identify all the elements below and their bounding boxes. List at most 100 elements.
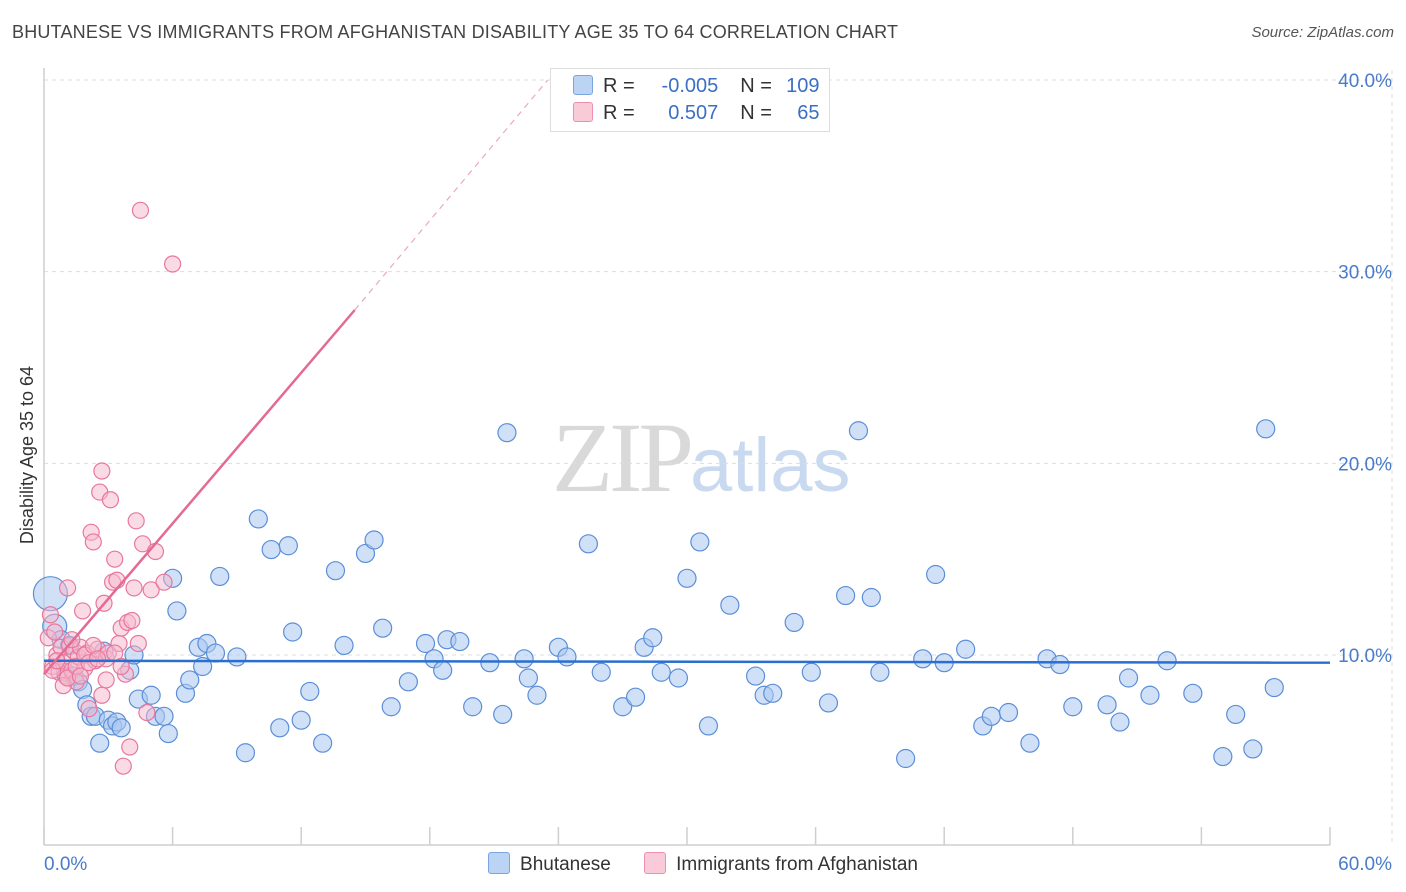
data-point-bhutanese — [643, 628, 663, 648]
data-point-bhutanese — [210, 566, 230, 587]
data-point-bhutanese — [90, 733, 110, 753]
data-point-bhutanese — [1050, 654, 1070, 675]
data-point-afghanistan — [71, 667, 90, 685]
data-point-bhutanese — [235, 743, 256, 763]
legend-n-label: N = — [740, 75, 772, 97]
data-point-bhutanese — [205, 643, 226, 663]
x-tick-label: 60.0% — [1338, 854, 1392, 875]
stats-legend: R = -0.005 N = 109 R = 0.507 N = 65 — [550, 68, 830, 132]
watermark: ZIPatlas — [552, 400, 851, 515]
data-point-bhutanese — [818, 693, 839, 713]
data-point-afghanistan — [138, 703, 156, 722]
data-point-bhutanese — [180, 670, 200, 690]
data-point-bhutanese — [381, 697, 401, 717]
data-point-afghanistan — [123, 611, 141, 630]
legend-item-afghanistan[interactable]: Immigrants from Afghanistan — [644, 852, 918, 876]
data-point-bhutanese — [1157, 651, 1177, 671]
watermark-atlas: atlas — [690, 423, 851, 508]
data-point-bhutanese — [154, 706, 174, 726]
data-point-bhutanese — [690, 532, 710, 552]
data-point-bhutanese — [1118, 668, 1139, 688]
data-point-afghanistan — [114, 757, 132, 775]
data-point-afghanistan — [46, 623, 64, 641]
data-point-bhutanese — [981, 706, 1001, 726]
y-tick-label: 40.0% — [1338, 71, 1392, 92]
tick-labels: 10.0% 20.0% 30.0% 40.0% 0.0% 60.0% — [44, 71, 1392, 875]
legend-n-value: 109 — [786, 75, 820, 97]
legend-item-bhutanese[interactable]: Bhutanese — [488, 852, 611, 876]
data-point-bhutanese — [613, 697, 633, 717]
legend-r-value: 0.507 — [668, 102, 719, 124]
data-point-bhutanese — [668, 668, 689, 688]
legend-swatch-blue — [573, 75, 593, 95]
data-point-bhutanese — [278, 536, 298, 556]
data-point-bhutanese — [1110, 712, 1130, 732]
data-point-bhutanese — [998, 702, 1019, 723]
data-point-bhutanese — [1226, 704, 1246, 725]
data-point-bhutanese — [557, 647, 577, 667]
data-point-bhutanese — [1097, 695, 1117, 715]
y-axis-label: Disability Age 35 to 64 — [17, 366, 37, 544]
data-point-afghanistan — [101, 491, 120, 509]
data-point-bhutanese — [801, 662, 821, 682]
data-point-bhutanese — [270, 718, 290, 738]
data-point-bhutanese — [463, 697, 483, 717]
data-point-afghanistan — [142, 581, 160, 599]
data-point-bhutanese — [720, 595, 740, 615]
data-point-bhutanese — [527, 685, 547, 705]
data-point-afghanistan — [133, 535, 152, 553]
data-point-bhutanese — [848, 421, 869, 441]
data-point-bhutanese — [248, 509, 268, 529]
data-point-bhutanese — [518, 668, 538, 688]
data-point-afghanistan — [112, 657, 130, 676]
y-tick-label: 10.0% — [1338, 646, 1392, 667]
gridlines — [44, 70, 1393, 845]
legend-row-afghanistan: R = 0.507 N = 65 — [573, 102, 820, 128]
data-point-afghanistan — [106, 550, 124, 568]
data-point-bhutanese — [313, 733, 333, 753]
data-point-bhutanese — [677, 568, 697, 588]
data-point-bhutanese — [861, 587, 881, 608]
data-point-bhutanese — [493, 704, 513, 725]
data-point-bhutanese — [926, 564, 946, 585]
data-point-bhutanese — [158, 723, 178, 744]
data-point-bhutanese — [364, 530, 384, 550]
data-point-bhutanese — [291, 710, 311, 730]
data-point-bhutanese — [111, 718, 131, 738]
trend-line-bhutanese — [43, 659, 1331, 664]
data-point-bhutanese — [334, 635, 354, 656]
y-tick-label: 20.0% — [1338, 454, 1392, 475]
legend-swatch-blue — [488, 852, 511, 874]
data-point-bhutanese — [625, 687, 646, 707]
legend-r-label: R = — [603, 102, 635, 124]
data-point-afghanistan — [127, 512, 145, 530]
data-point-bhutanese — [651, 662, 671, 682]
data-point-afghanistan — [131, 201, 150, 219]
legend-label: Immigrants from Afghanistan — [676, 854, 918, 875]
data-point-bhutanese — [956, 639, 976, 659]
data-point-afghanistan — [93, 686, 111, 704]
data-point-afghanistan — [58, 579, 77, 597]
data-point-bhutanese — [745, 666, 766, 686]
data-point-bhutanese — [1243, 739, 1263, 759]
trend-lines — [43, 79, 1331, 675]
legend-r-label: R = — [603, 75, 635, 97]
data-point-bhutanese — [698, 716, 719, 736]
data-point-bhutanese — [1256, 419, 1276, 439]
data-point-afghanistan — [73, 602, 92, 620]
data-point-afghanistan — [164, 255, 182, 273]
data-point-afghanistan — [125, 579, 143, 597]
data-point-afghanistan — [129, 634, 147, 653]
data-point-bhutanese — [261, 539, 281, 560]
data-point-bhutanese — [763, 683, 783, 703]
data-point-bhutanese — [896, 748, 916, 769]
data-point-afghanistan — [88, 650, 107, 668]
data-point-bhutanese — [398, 672, 418, 692]
data-point-bhutanese — [141, 685, 161, 705]
data-point-afghanistan — [121, 738, 139, 756]
series-bhutanese — [32, 419, 1284, 769]
data-point-bhutanese — [514, 649, 534, 669]
data-point-bhutanese — [300, 681, 320, 702]
chart-title: BHUTANESE VS IMMIGRANTS FROM AFGHANISTAN… — [12, 22, 899, 42]
axes — [43, 68, 1331, 846]
